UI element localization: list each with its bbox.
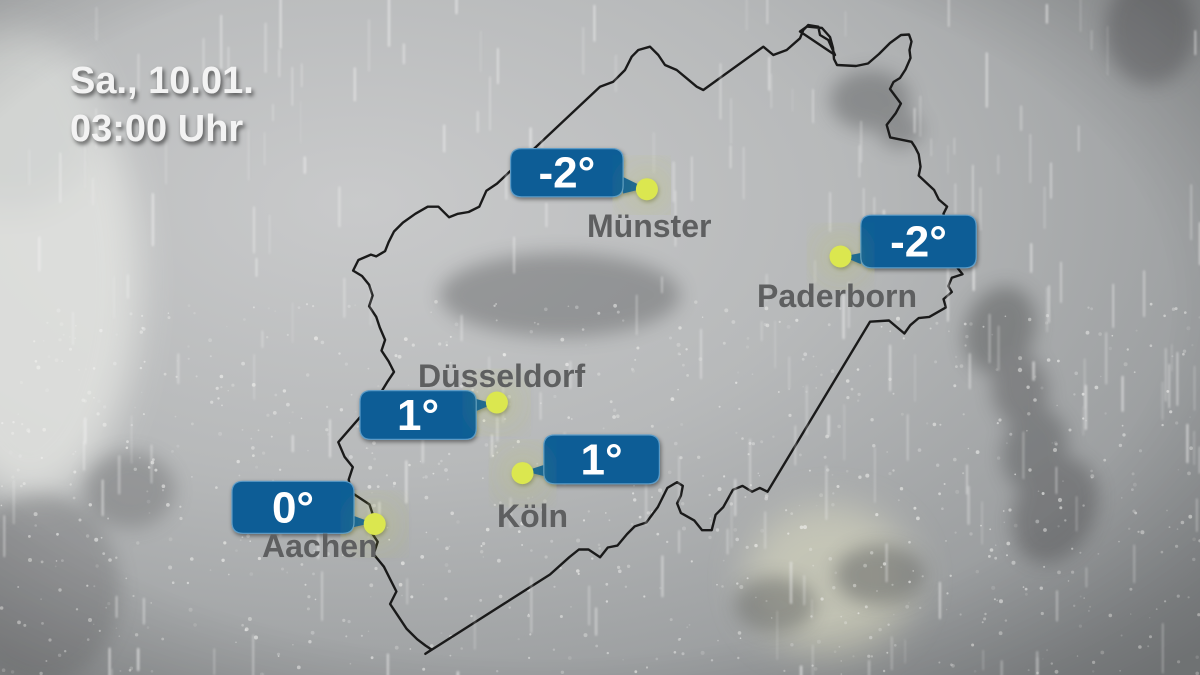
svg-text:1°: 1° — [581, 435, 623, 484]
svg-text:-2°: -2° — [890, 218, 947, 267]
svg-text:-2°: -2° — [539, 149, 596, 198]
svg-text:1°: 1° — [397, 391, 439, 440]
svg-text:0°: 0° — [272, 483, 314, 532]
